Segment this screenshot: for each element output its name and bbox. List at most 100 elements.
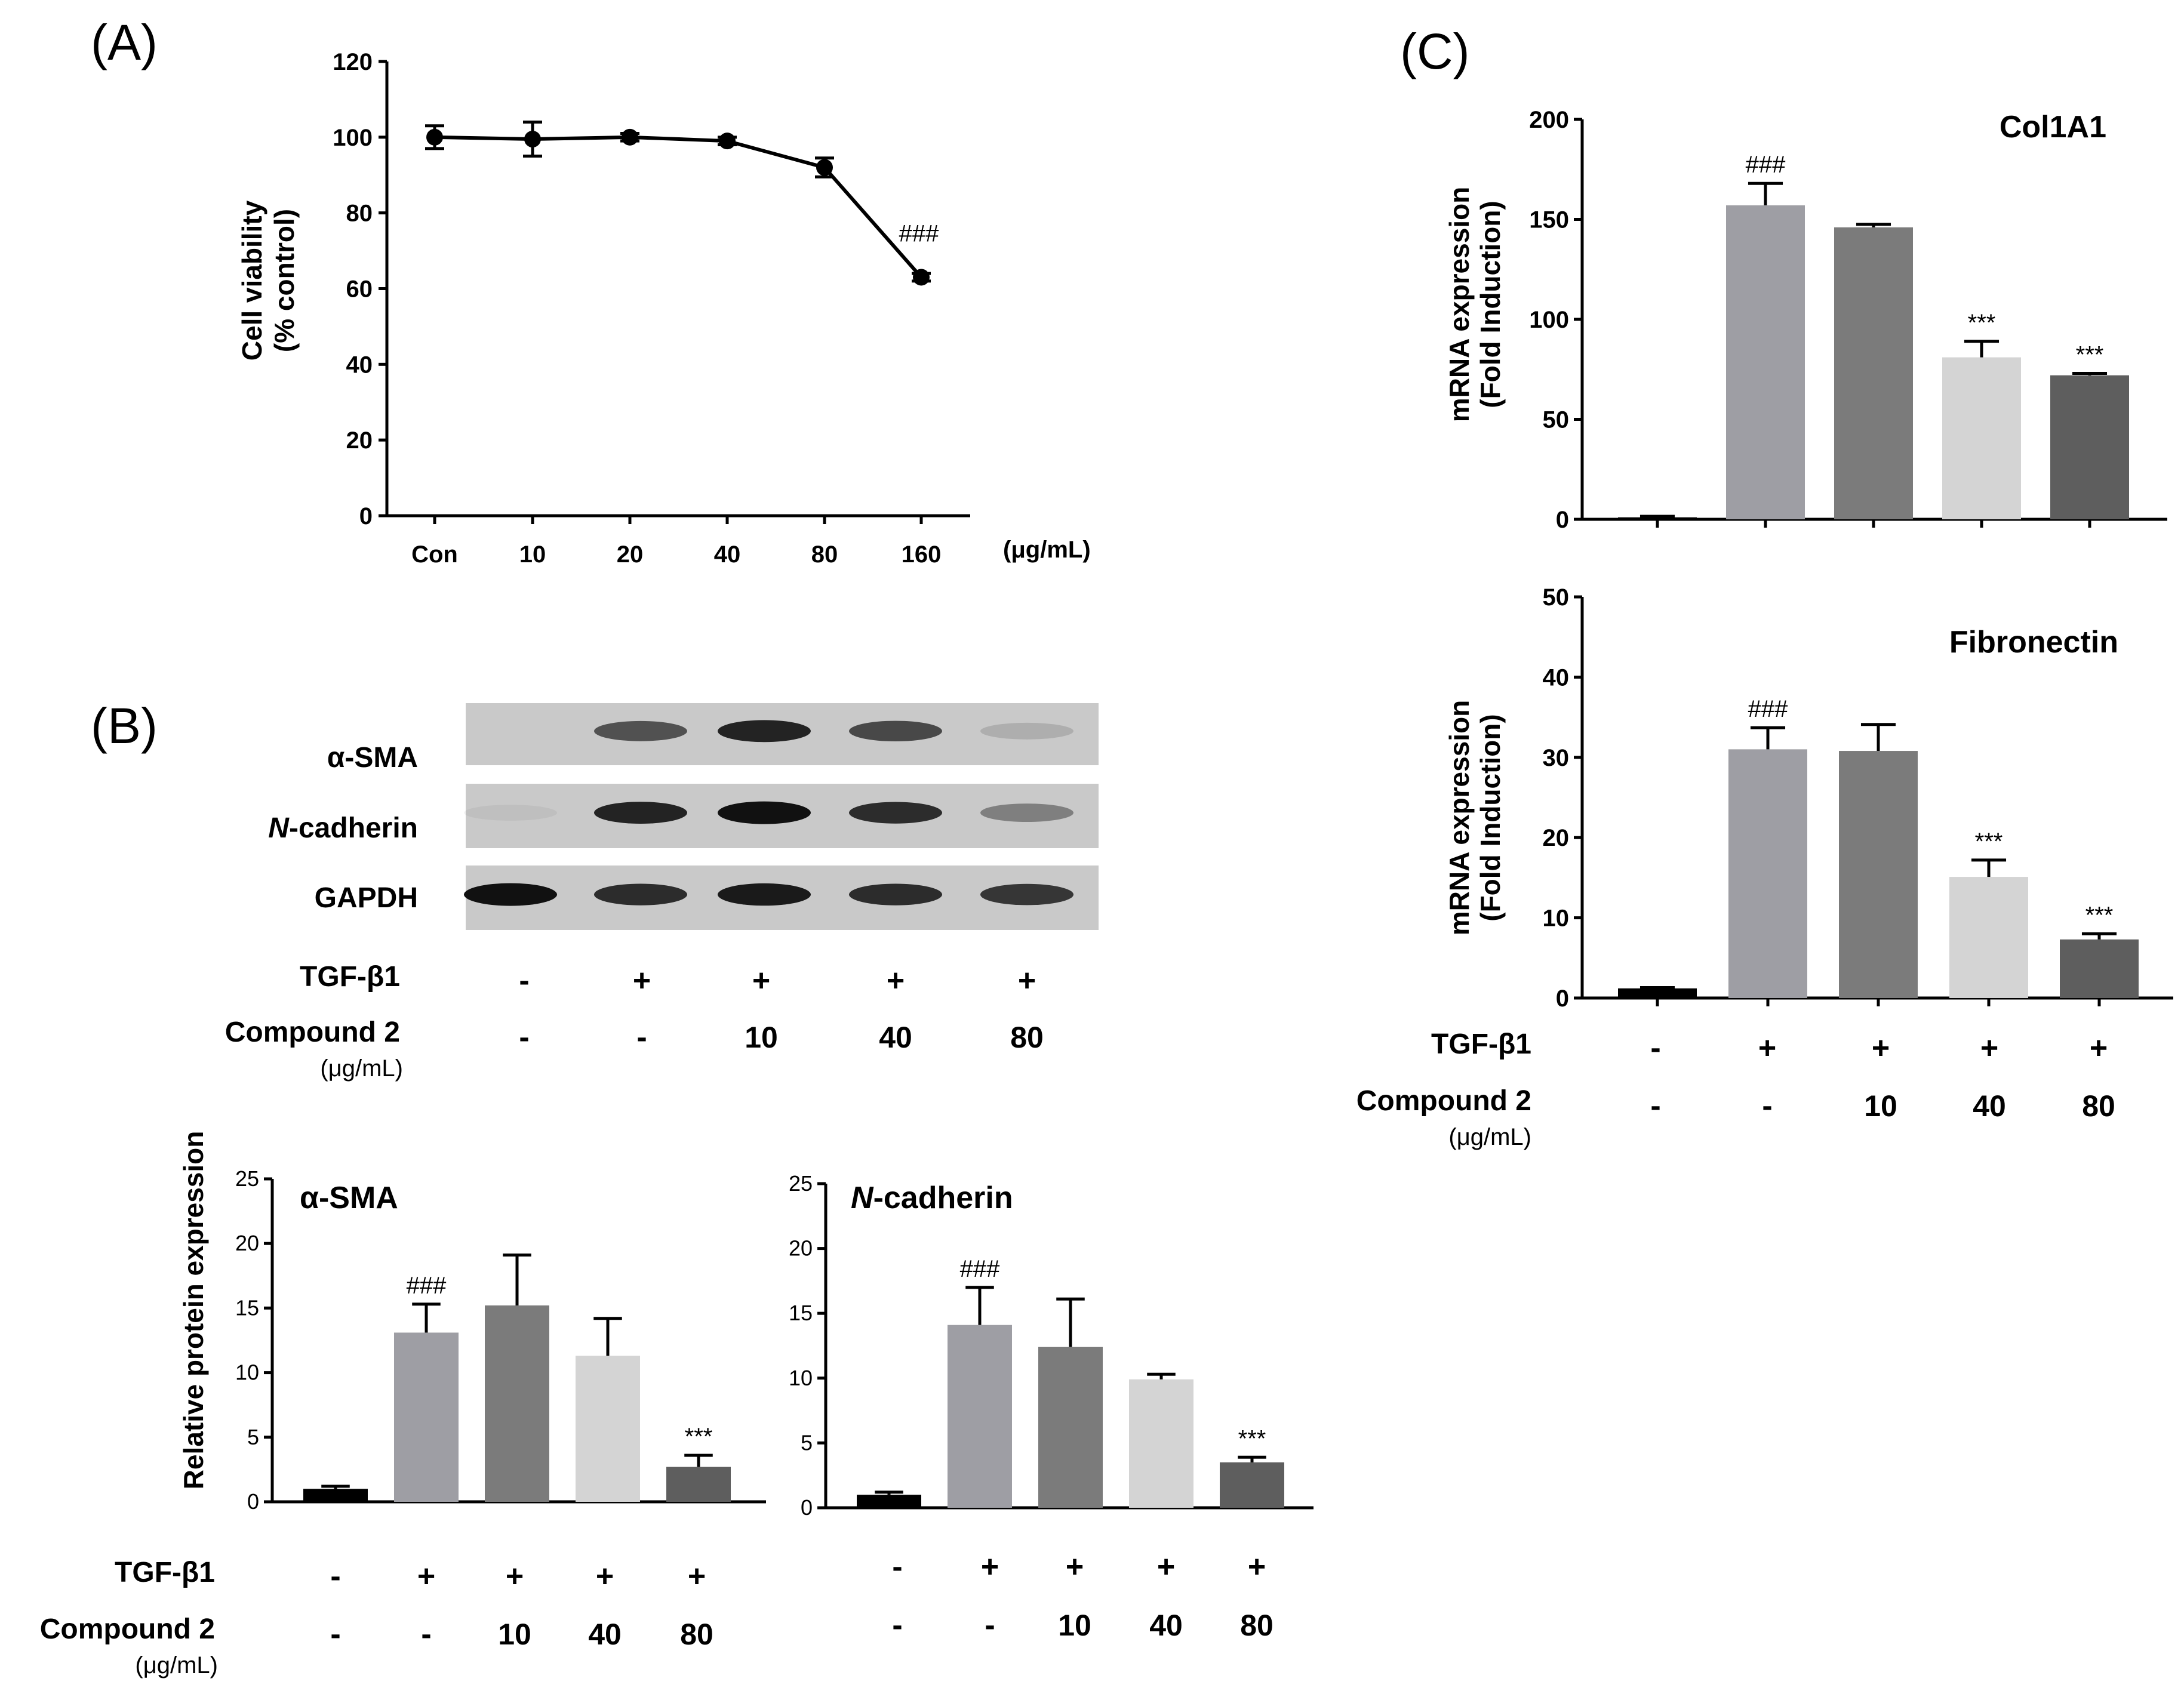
compound-value: 10 (498, 1618, 531, 1651)
y-tick-label: 200 (1529, 107, 1569, 133)
y-axis-label: Relative protein expression (178, 1131, 209, 1490)
tgf-label: TGF-β1 (115, 1557, 215, 1588)
bar (1834, 227, 1913, 519)
x-tick-label: 20 (617, 541, 644, 568)
tgf-value: - (519, 963, 529, 998)
compound-value: 80 (1010, 1021, 1044, 1054)
bar (1038, 1347, 1103, 1508)
y-tick-label: 25 (789, 1171, 813, 1196)
data-point (622, 128, 638, 146)
tgf-label: TGF-β1 (1431, 1028, 1531, 1060)
tgf-value: + (1872, 1031, 1890, 1065)
compound-value: - (1762, 1089, 1772, 1123)
tgf-value: + (981, 1550, 999, 1584)
col1a1-bar-chart: 0 50 100 150 200 ### *** *** Col1A1 mRNA expressi… (1444, 107, 2167, 533)
panel-c-treatment-table: TGF-β1 Compound 2 (μg/mL) - - + - +10 +40 +80 (1356, 1028, 2115, 1150)
data-point (524, 131, 541, 148)
y-tick-label: 60 (346, 276, 373, 303)
compound-value: - (636, 1020, 647, 1055)
blot-band (980, 722, 1073, 740)
x-tick-label: 160 (902, 541, 942, 568)
x-tick-label: 40 (714, 541, 741, 568)
tgf-label: TGF-β1 (300, 961, 400, 993)
y-tick-label: 10 (235, 1360, 259, 1385)
bar (576, 1356, 640, 1502)
significance-label: *** (1238, 1425, 1266, 1452)
y-tick-label: 10 (1543, 905, 1570, 932)
bar (948, 1325, 1012, 1508)
significance-label: *** (1968, 310, 1996, 336)
significance-label: ### (1748, 696, 1788, 722)
blot-band (594, 720, 687, 741)
compound-unit: (μg/mL) (135, 1652, 218, 1678)
x-tick-label: 80 (811, 541, 838, 568)
y-tick-label: 80 (346, 201, 373, 227)
blot-label: N-cadherin (268, 812, 418, 844)
x-tick-label: Con (411, 541, 458, 568)
compound-value: - (421, 1617, 431, 1652)
y-tick-label: 100 (333, 125, 373, 151)
y-axis-label: Cell viability (236, 200, 267, 361)
bar (1129, 1379, 1193, 1508)
panel-b2-treatment-table: - - + - +10 +40 +80 (892, 1550, 1273, 1643)
bar (1618, 988, 1697, 998)
bar (303, 1489, 368, 1502)
tgf-value: + (1758, 1031, 1776, 1065)
significance-label: ### (407, 1273, 447, 1299)
compound-value: 40 (879, 1021, 912, 1054)
y-axis-label: mRNA expression (1444, 187, 1475, 423)
compound-value: 10 (745, 1021, 778, 1054)
compound-label: Compound 2 (1356, 1085, 1531, 1117)
compound-value: 80 (1240, 1609, 1274, 1642)
y-axis-label: (Fold Induction) (1475, 714, 1506, 921)
compound-value: 10 (1864, 1089, 1897, 1123)
chart-title: Fibronectin (1949, 625, 2118, 660)
y-tick-label: 100 (1529, 307, 1569, 333)
asma-bar-chart: 0 5 10 15 20 25 ### *** α-SMA Relative protein ex… (178, 1131, 766, 1514)
compound-label: Compound 2 (225, 1017, 400, 1048)
blot-band (849, 802, 942, 824)
ncadherin-bar-chart: 0 5 10 15 20 25 ### *** N-cadherin (789, 1171, 1314, 1520)
bar (1942, 357, 2021, 519)
bar (1726, 205, 1805, 519)
chart-title: N-cadherin (851, 1181, 1013, 1215)
y-tick-label: 5 (801, 1430, 813, 1455)
blot-band (594, 802, 687, 824)
blot-treatment-table: TGF-β1 Compound 2 (μg/mL) - - + - +10 +40 +80 (225, 961, 1044, 1082)
tgf-value: + (506, 1559, 524, 1594)
compound-value: - (985, 1608, 995, 1643)
tgf-value: + (1066, 1550, 1084, 1584)
bar (2060, 939, 2139, 998)
y-axis-label: (Fold Induction) (1475, 201, 1506, 408)
compound-unit: (μg/mL) (320, 1055, 403, 1082)
panel-b-treatment-table: TGF-β1 Compound 2 (μg/mL) - - + - +10 +40 +80 (40, 1557, 713, 1678)
series-line (434, 135, 923, 279)
significance-label: *** (685, 1424, 713, 1450)
compound-unit: (μg/mL) (1448, 1124, 1531, 1150)
y-tick-label: 0 (801, 1495, 813, 1520)
blot-band (718, 720, 811, 743)
y-tick-label: 0 (359, 503, 373, 529)
significance-label: *** (1975, 828, 2003, 855)
tgf-value: - (892, 1550, 902, 1584)
bar (1618, 517, 1697, 519)
panel-label-c: (C) (1400, 23, 1470, 79)
panel-label-b: (B) (91, 698, 158, 754)
y-tick-label: 0 (1556, 507, 1569, 533)
significance-label: ### (960, 1256, 1000, 1282)
bar (1220, 1462, 1284, 1508)
tgf-value: - (330, 1559, 340, 1594)
tgf-value: + (752, 963, 770, 998)
y-tick-label: 120 (333, 49, 373, 75)
tgf-value: + (1157, 1550, 1175, 1584)
y-tick-label: 20 (1543, 825, 1570, 851)
significance-label: ### (899, 220, 939, 247)
viability-line-chart: 0 20 40 60 80 100 120 Con 10 20 40 80 160 (μg/mL) ### C… (236, 49, 1091, 568)
tgf-value: + (2090, 1031, 2108, 1065)
significance-label: ### (1746, 152, 1786, 178)
compound-value: 40 (1149, 1609, 1183, 1642)
y-tick-label: 150 (1529, 207, 1569, 233)
compound-value: - (330, 1617, 340, 1652)
western-blot: α-SMA N-cadherin GAPDH (268, 703, 1099, 930)
y-tick-label: 5 (247, 1425, 259, 1449)
